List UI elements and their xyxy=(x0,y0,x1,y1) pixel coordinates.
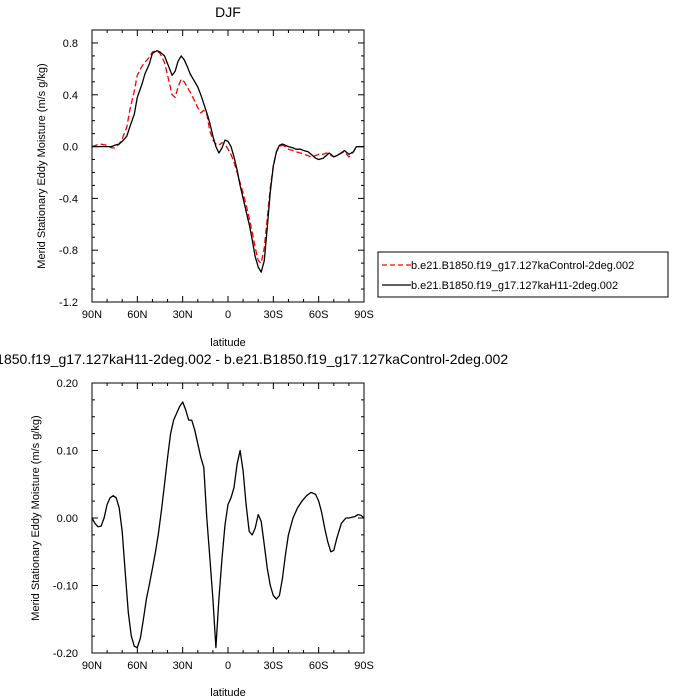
y-tick-label: 0.20 xyxy=(57,378,78,390)
x-axis-label: latitude xyxy=(210,687,245,699)
y-tick-label: -0.10 xyxy=(53,581,78,593)
x-tick-label: 60N xyxy=(127,309,147,321)
chart-top: DJF 90N 60N 30N 0 30S 60S 90S 0.8 0.4 0.0 -0.4 -0.8… xyxy=(36,4,669,349)
series-group xyxy=(91,401,365,649)
chart-title: DJF xyxy=(215,4,241,20)
tick-label-group: 90N 60N 30N 0 30S 60S 90S 0.8 0.4 0.0 -0.4 -0.8 -1.2 xyxy=(59,38,374,321)
x-tick-label: 90S xyxy=(354,309,374,321)
legend-box xyxy=(377,251,669,298)
x-tick-label: 30N xyxy=(173,309,193,321)
x-tick-label: 0 xyxy=(225,309,231,321)
y-tick-label: 0.8 xyxy=(63,38,78,50)
x-tick-label: 90S xyxy=(354,660,374,672)
legend-label-control: b.e21.B1850.f19_g17.127kaControl-2deg.00… xyxy=(411,260,634,272)
y-tick-label: 0.0 xyxy=(63,142,78,154)
chart-bottom: b.e21.B1850.f19_g17.127kaH11-2deg.002 - … xyxy=(0,351,508,699)
y-tick-label: -1.2 xyxy=(59,297,78,309)
x-tick-label: 0 xyxy=(225,660,231,672)
tick-label-group: 90N 60N 30N 0 30S 60S 90S 0.20 0.10 0.00 -0.10 -0.2… xyxy=(53,378,374,672)
x-tick-label: 90N xyxy=(82,309,102,321)
x-tick-label: 60S xyxy=(309,309,329,321)
legend: b.e21.B1850.f19_g17.127kaControl-2deg.00… xyxy=(377,251,669,298)
series-line-0 xyxy=(91,50,364,264)
x-tick-label: 60S xyxy=(309,660,329,672)
y-tick-label: -0.8 xyxy=(59,245,78,257)
y-tick-label: 0.4 xyxy=(63,90,78,102)
chart-title: b.e21.B1850.f19_g17.127kaH11-2deg.002 - … xyxy=(0,351,508,367)
y-tick-label: -0.4 xyxy=(59,193,78,205)
series-group xyxy=(91,50,364,273)
x-tick-label: 30S xyxy=(264,309,284,321)
series-line-0 xyxy=(91,401,365,649)
legend-label-h11: b.e21.B1850.f19_g17.127kaH11-2deg.002 xyxy=(411,280,618,292)
y-tick-label: 0.10 xyxy=(57,446,78,458)
x-tick-label: 90N xyxy=(82,660,102,672)
x-axis-label: latitude xyxy=(210,337,245,349)
tick-group xyxy=(91,29,365,303)
tick-group xyxy=(91,382,365,654)
y-tick-label: -0.20 xyxy=(53,648,78,660)
x-tick-label: 30N xyxy=(173,660,193,672)
series-line-1 xyxy=(92,50,364,273)
y-axis-label: Merid Stationary Eddy Moisture (m/s g/kg… xyxy=(30,415,42,620)
x-tick-label: 60N xyxy=(127,660,147,672)
y-tick-label: 0.00 xyxy=(57,513,78,525)
y-axis-label: Merid Stationary Eddy Moisture (m/s g/kg… xyxy=(36,63,48,268)
plot-frame xyxy=(91,29,365,303)
x-tick-label: 30S xyxy=(264,660,284,672)
